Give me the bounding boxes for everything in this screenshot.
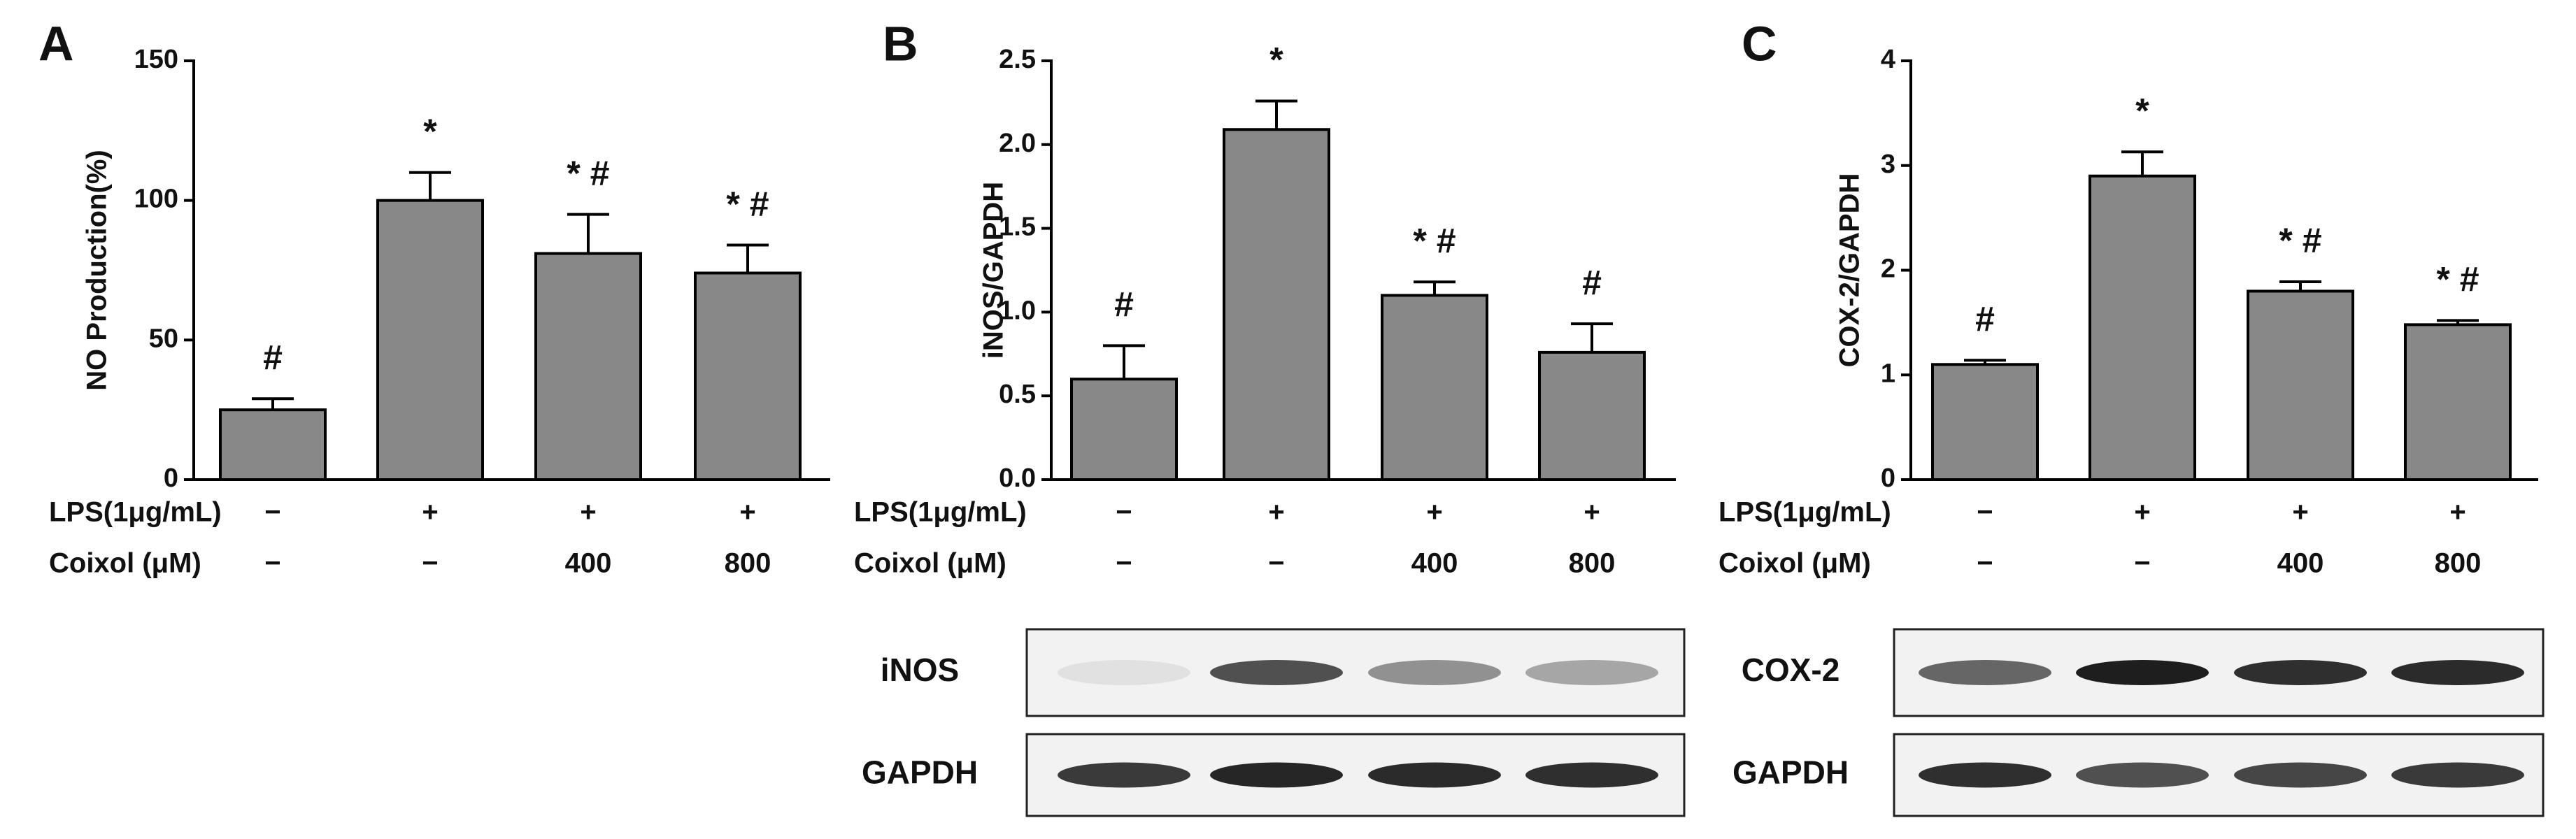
- condition-label: Coixol (μM): [1718, 548, 1871, 579]
- panel-letter: B: [883, 16, 918, 71]
- significance-label: #: [263, 338, 283, 377]
- condition-value: 400: [1411, 548, 1458, 579]
- condition-value: −: [264, 548, 280, 579]
- bar: [376, 199, 484, 481]
- significance-label: *: [1269, 41, 1283, 80]
- condition-value: 800: [725, 548, 771, 579]
- condition-label: LPS(1μg/mL): [49, 497, 222, 528]
- y-tick-label: 4: [1881, 45, 1895, 74]
- blot-band: [2234, 660, 2367, 685]
- bar: [694, 271, 802, 481]
- blot-band: [2076, 762, 2209, 788]
- blot-band: [1058, 660, 1190, 685]
- significance-label: #: [1114, 285, 1134, 324]
- condition-value: −: [422, 548, 438, 579]
- condition-value: −: [1977, 497, 1993, 528]
- condition-value: +: [1584, 497, 1600, 528]
- panel-letter: A: [38, 16, 74, 71]
- y-tick-label: 150: [134, 45, 178, 74]
- condition-value: 800: [1569, 548, 1616, 579]
- y-tick-label: 1.5: [999, 213, 1036, 242]
- blot-band: [1210, 660, 1343, 685]
- y-tick-label: 0: [164, 464, 178, 493]
- y-tick-label: 1: [1881, 359, 1895, 388]
- y-axis-label: COX-2/GAPDH: [1835, 173, 1865, 368]
- condition-label: LPS(1μg/mL): [854, 497, 1027, 528]
- condition-value: +: [422, 497, 438, 528]
- y-tick-label: 0: [1881, 464, 1895, 493]
- bar: [2404, 323, 2512, 481]
- condition-value: 800: [2435, 548, 2482, 579]
- blot-band: [1525, 660, 1658, 685]
- blot-frame: [1025, 628, 1686, 717]
- significance-label: * #: [567, 154, 609, 193]
- y-axis-label: NO Production(%): [82, 150, 113, 390]
- blot-band: [1525, 762, 1658, 788]
- condition-value: −: [2134, 548, 2150, 579]
- blot-label: GAPDH: [1732, 754, 1849, 791]
- significance-label: * #: [2436, 260, 2479, 299]
- condition-value: 400: [565, 548, 612, 579]
- condition-value: +: [739, 497, 755, 528]
- bar: [1381, 294, 1488, 481]
- blot-band: [1368, 660, 1501, 685]
- bar: [1070, 378, 1178, 481]
- y-tick-label: 2: [1881, 254, 1895, 284]
- significance-label: #: [1582, 263, 1602, 302]
- condition-value: +: [2449, 497, 2465, 528]
- blot-band: [1368, 762, 1501, 788]
- bar: [1931, 363, 2039, 482]
- y-tick-label: 100: [134, 185, 178, 214]
- significance-label: #: [1975, 299, 1995, 338]
- significance-label: *: [2135, 91, 2149, 130]
- bar: [2247, 289, 2354, 481]
- significance-label: * #: [726, 185, 769, 224]
- condition-value: −: [1116, 497, 1132, 528]
- y-tick-label: 0.0: [999, 464, 1036, 493]
- blot-label: COX-2: [1742, 652, 1840, 688]
- blot-label: GAPDH: [862, 754, 978, 791]
- condition-value: +: [580, 497, 596, 528]
- blot-band: [1919, 762, 2051, 788]
- condition-value: +: [1426, 497, 1442, 528]
- condition-value: +: [2134, 497, 2150, 528]
- bar: [1538, 350, 1646, 481]
- condition-value: −: [1268, 548, 1284, 579]
- condition-value: −: [1977, 548, 1993, 579]
- blot-band: [2234, 762, 2367, 788]
- y-tick-label: 2.5: [999, 45, 1036, 74]
- panel-letter: C: [1742, 16, 1777, 71]
- blot-label: iNOS: [881, 652, 959, 688]
- condition-label: LPS(1μg/mL): [1718, 497, 1891, 528]
- condition-label: Coixol (μM): [49, 548, 201, 579]
- bar: [2088, 174, 2196, 481]
- y-tick-label: 3: [1881, 150, 1895, 179]
- condition-value: −: [264, 497, 280, 528]
- blot-band: [2391, 762, 2524, 788]
- condition-value: +: [1268, 497, 1284, 528]
- condition-value: −: [1116, 548, 1132, 579]
- y-tick-label: 0.5: [999, 380, 1036, 409]
- bar: [534, 252, 642, 481]
- blot-band: [2076, 660, 2209, 685]
- bar: [1223, 128, 1330, 481]
- y-axis-label: iNOS/GAPDH: [979, 182, 1009, 359]
- y-tick-label: 50: [149, 324, 178, 353]
- blot-band: [1919, 660, 2051, 685]
- condition-value: 400: [2277, 548, 2324, 579]
- significance-label: * #: [1413, 221, 1456, 260]
- blot-band: [1210, 762, 1343, 788]
- blot-band: [1058, 762, 1190, 788]
- bar: [219, 408, 327, 482]
- significance-label: *: [423, 112, 437, 151]
- condition-label: Coixol (μM): [854, 548, 1006, 579]
- condition-value: +: [2292, 497, 2308, 528]
- blot-band: [2391, 660, 2524, 685]
- y-tick-label: 1.0: [999, 296, 1036, 325]
- y-tick-label: 2.0: [999, 129, 1036, 158]
- significance-label: * #: [2279, 221, 2321, 260]
